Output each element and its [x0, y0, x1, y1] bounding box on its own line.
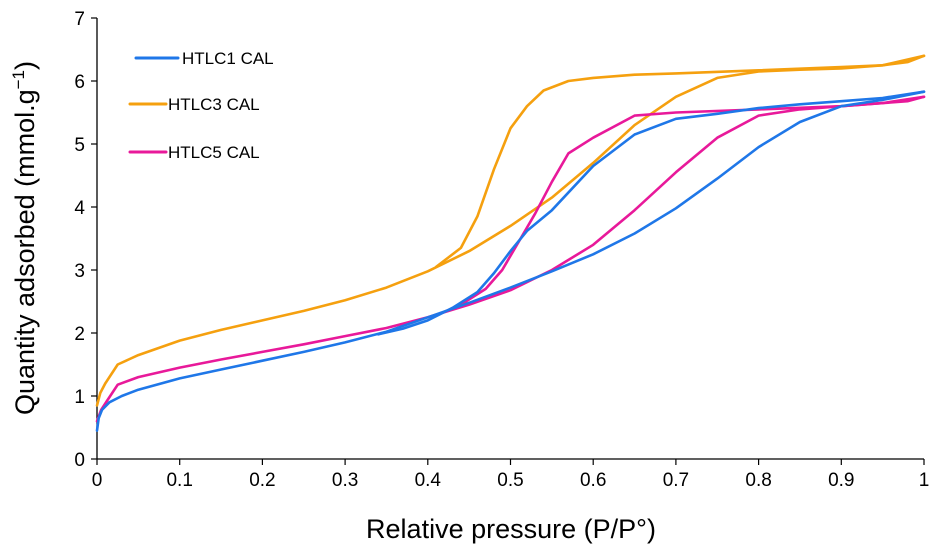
htlc1-cal-adsorption-line: [95, 90, 926, 432]
y-tick-label: 4: [74, 198, 85, 219]
y-axis-title-main: Quantity adsorbed (mmol.g: [10, 89, 40, 415]
htlc5-cal-adsorption-line: [95, 95, 926, 423]
x-tick-label: 0.9: [828, 470, 854, 491]
y-tick-label: 7: [74, 9, 85, 30]
x-tick-label: 0: [92, 470, 103, 491]
y-tick-label: 5: [74, 135, 85, 156]
x-tick-label: 0.3: [332, 470, 358, 491]
x-tick-label: 0.8: [745, 470, 771, 491]
legend-label-htlc1-cal: HTLC1 CAL: [182, 49, 274, 68]
legend-label-htlc3-cal: HTLC3 CAL: [168, 95, 260, 114]
x-tick-label: 0.7: [663, 470, 689, 491]
x-tick-label: 1: [919, 470, 930, 491]
y-axis-title-end: ): [10, 61, 40, 70]
x-tick-label: 0.6: [580, 470, 606, 491]
y-tick-label: 6: [74, 72, 85, 93]
x-tick-label: 0.1: [166, 470, 192, 491]
htlc1-cal-desorption-line: [376, 90, 926, 336]
x-tick-label: 0.4: [415, 470, 442, 491]
htlc5-cal-desorption-line: [434, 95, 926, 317]
y-tick-label: 0: [74, 450, 85, 471]
axes: 0 0.1 0.2 0.3 0.4 0.5 0.6 0.7 0.8 0.9 1 0 1 2 3 4 5 6 7: [74, 9, 929, 491]
y-tick-label: 1: [74, 387, 85, 408]
series-layer: [95, 54, 926, 432]
legend: HTLC1 CAL HTLC3 CAL HTLC5 CAL: [128, 49, 274, 162]
x-axis-title: Relative pressure (P/P°): [366, 514, 656, 544]
htlc3-cal-desorption-line: [434, 54, 926, 269]
y-tick-label: 3: [74, 261, 85, 282]
legend-label-htlc5-cal: HTLC5 CAL: [168, 143, 260, 162]
y-axis-title-sup: −1: [9, 70, 28, 89]
x-tick-label: 0.5: [497, 470, 523, 491]
y-axis-title: Quantity adsorbed (mmol.g−1): [9, 61, 40, 415]
y-tick-label: 2: [74, 324, 85, 345]
x-tick-label: 0.2: [249, 470, 275, 491]
